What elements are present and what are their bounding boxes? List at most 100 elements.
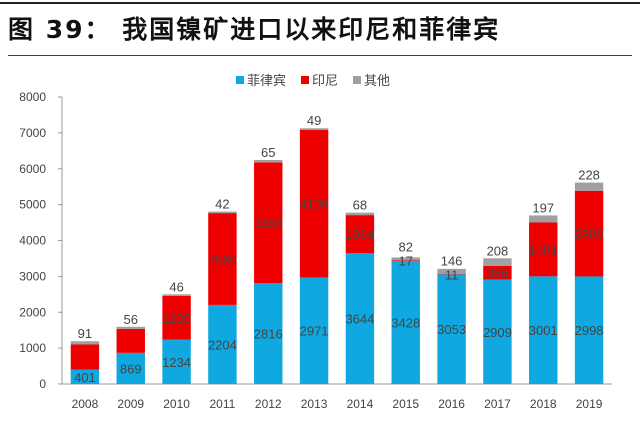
bar-其他 [70,341,100,345]
bar-其他 [162,294,191,296]
data-label: 42 [215,197,229,212]
data-label: 2998 [575,323,604,338]
data-label: 65 [261,145,275,160]
bar-其他 [254,159,283,163]
bar-其他 [391,257,420,261]
bar-菲律宾 [529,276,558,384]
legend-swatch [301,76,309,84]
y-tick-label: 8000 [19,90,46,104]
y-tick-label: 6000 [19,162,46,176]
bar-印尼 [208,213,237,305]
legend-swatch [353,76,361,84]
data-label: 3428 [391,316,420,331]
x-tick-label: 2010 [163,397,190,411]
data-label: 146 [441,253,463,268]
bar-菲律宾 [391,261,420,384]
data-label: 1064 [345,227,374,242]
bar-菲律宾 [116,352,145,384]
bar-印尼 [483,265,512,280]
data-label: 4109 [300,197,329,212]
bar-菲律宾 [70,369,100,384]
bar-菲律宾 [208,304,237,384]
data-label: 56 [124,312,138,327]
data-label: 401 [74,370,96,385]
data-label: 1220 [162,311,191,326]
title-rule [8,55,632,56]
x-tick-label: 2009 [117,397,144,411]
data-label: 1234 [162,355,191,370]
data-label: 46 [169,279,183,294]
data-label: 82 [399,240,413,255]
bar-菲律宾 [162,339,191,384]
bar-其他 [345,212,375,216]
y-tick-label: 7000 [19,126,46,140]
data-label: 197 [532,200,554,215]
bar-印尼 [574,190,604,277]
data-label: 17 [399,254,413,269]
bar-其他 [529,215,558,223]
data-label: 2971 [300,324,329,339]
data-label: 386 [487,266,509,281]
data-label: 2204 [208,337,237,352]
data-label: 2388 [575,227,604,242]
x-tick-label: 2018 [530,397,557,411]
y-tick-label: 2000 [19,305,46,319]
bar-其他 [116,326,145,329]
y-tick-label: 1000 [19,341,46,355]
bar-其他 [483,258,512,266]
bar-印尼 [254,162,283,283]
data-label: 11 [445,267,459,282]
bar-印尼 [345,215,375,254]
bar-其他 [208,211,237,214]
bar-菲律宾 [483,279,512,384]
x-tick-label: 2019 [576,397,603,411]
bar-菲律宾 [574,276,604,384]
data-label: 1501 [529,242,558,257]
data-label: 68 [353,198,367,213]
x-tick-label: 2015 [392,397,419,411]
bar-印尼 [116,328,145,353]
data-label: 2909 [483,325,512,340]
data-label: 869 [120,361,142,376]
y-tick-label: 5000 [19,198,46,212]
data-label: 3363 [254,216,283,231]
bar-印尼 [162,295,191,340]
x-tick-label: 2008 [72,397,99,411]
legend-label: 印尼 [312,73,338,88]
x-tick-label: 2017 [484,397,511,411]
bar-印尼 [391,260,420,262]
y-tick-label: 3000 [19,269,46,283]
data-label: 2816 [254,326,283,341]
data-label: 3001 [529,323,558,338]
bar-菲律宾 [299,277,329,384]
top-rule [0,2,640,4]
data-label: 228 [578,168,600,183]
bar-菲律宾 [254,282,283,384]
bar-菲律宾 [437,274,466,384]
bar-菲律宾 [345,253,375,384]
bar-印尼 [70,344,100,370]
bar-印尼 [529,222,558,277]
data-label: 91 [78,326,92,341]
x-tick-label: 2016 [438,397,465,411]
x-tick-label: 2012 [255,397,282,411]
y-tick-label: 0 [39,377,46,391]
data-label: 49 [307,113,321,128]
x-tick-label: 2013 [301,397,328,411]
bar-其他 [299,128,329,131]
legend-label: 菲律宾 [247,73,286,88]
bar-其他 [574,182,604,191]
data-label: 3053 [437,322,466,337]
legend-label: 其他 [364,73,390,88]
x-tick-label: 2011 [210,397,236,411]
data-label: 2560 [208,252,237,267]
y-tick-label: 4000 [19,234,46,248]
figure-title: 图 39： 我国镍矿进口以来印尼和菲律宾 [8,15,501,44]
bar-印尼 [299,130,329,278]
x-tick-label: 2014 [347,397,374,411]
data-label: 3644 [345,312,374,327]
data-label: 208 [487,243,509,258]
bar-其他 [437,268,466,275]
legend-swatch [236,76,244,84]
